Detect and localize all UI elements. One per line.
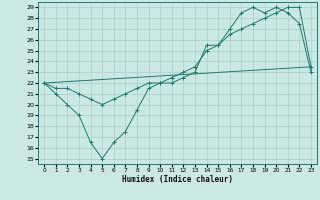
- X-axis label: Humidex (Indice chaleur): Humidex (Indice chaleur): [122, 175, 233, 184]
